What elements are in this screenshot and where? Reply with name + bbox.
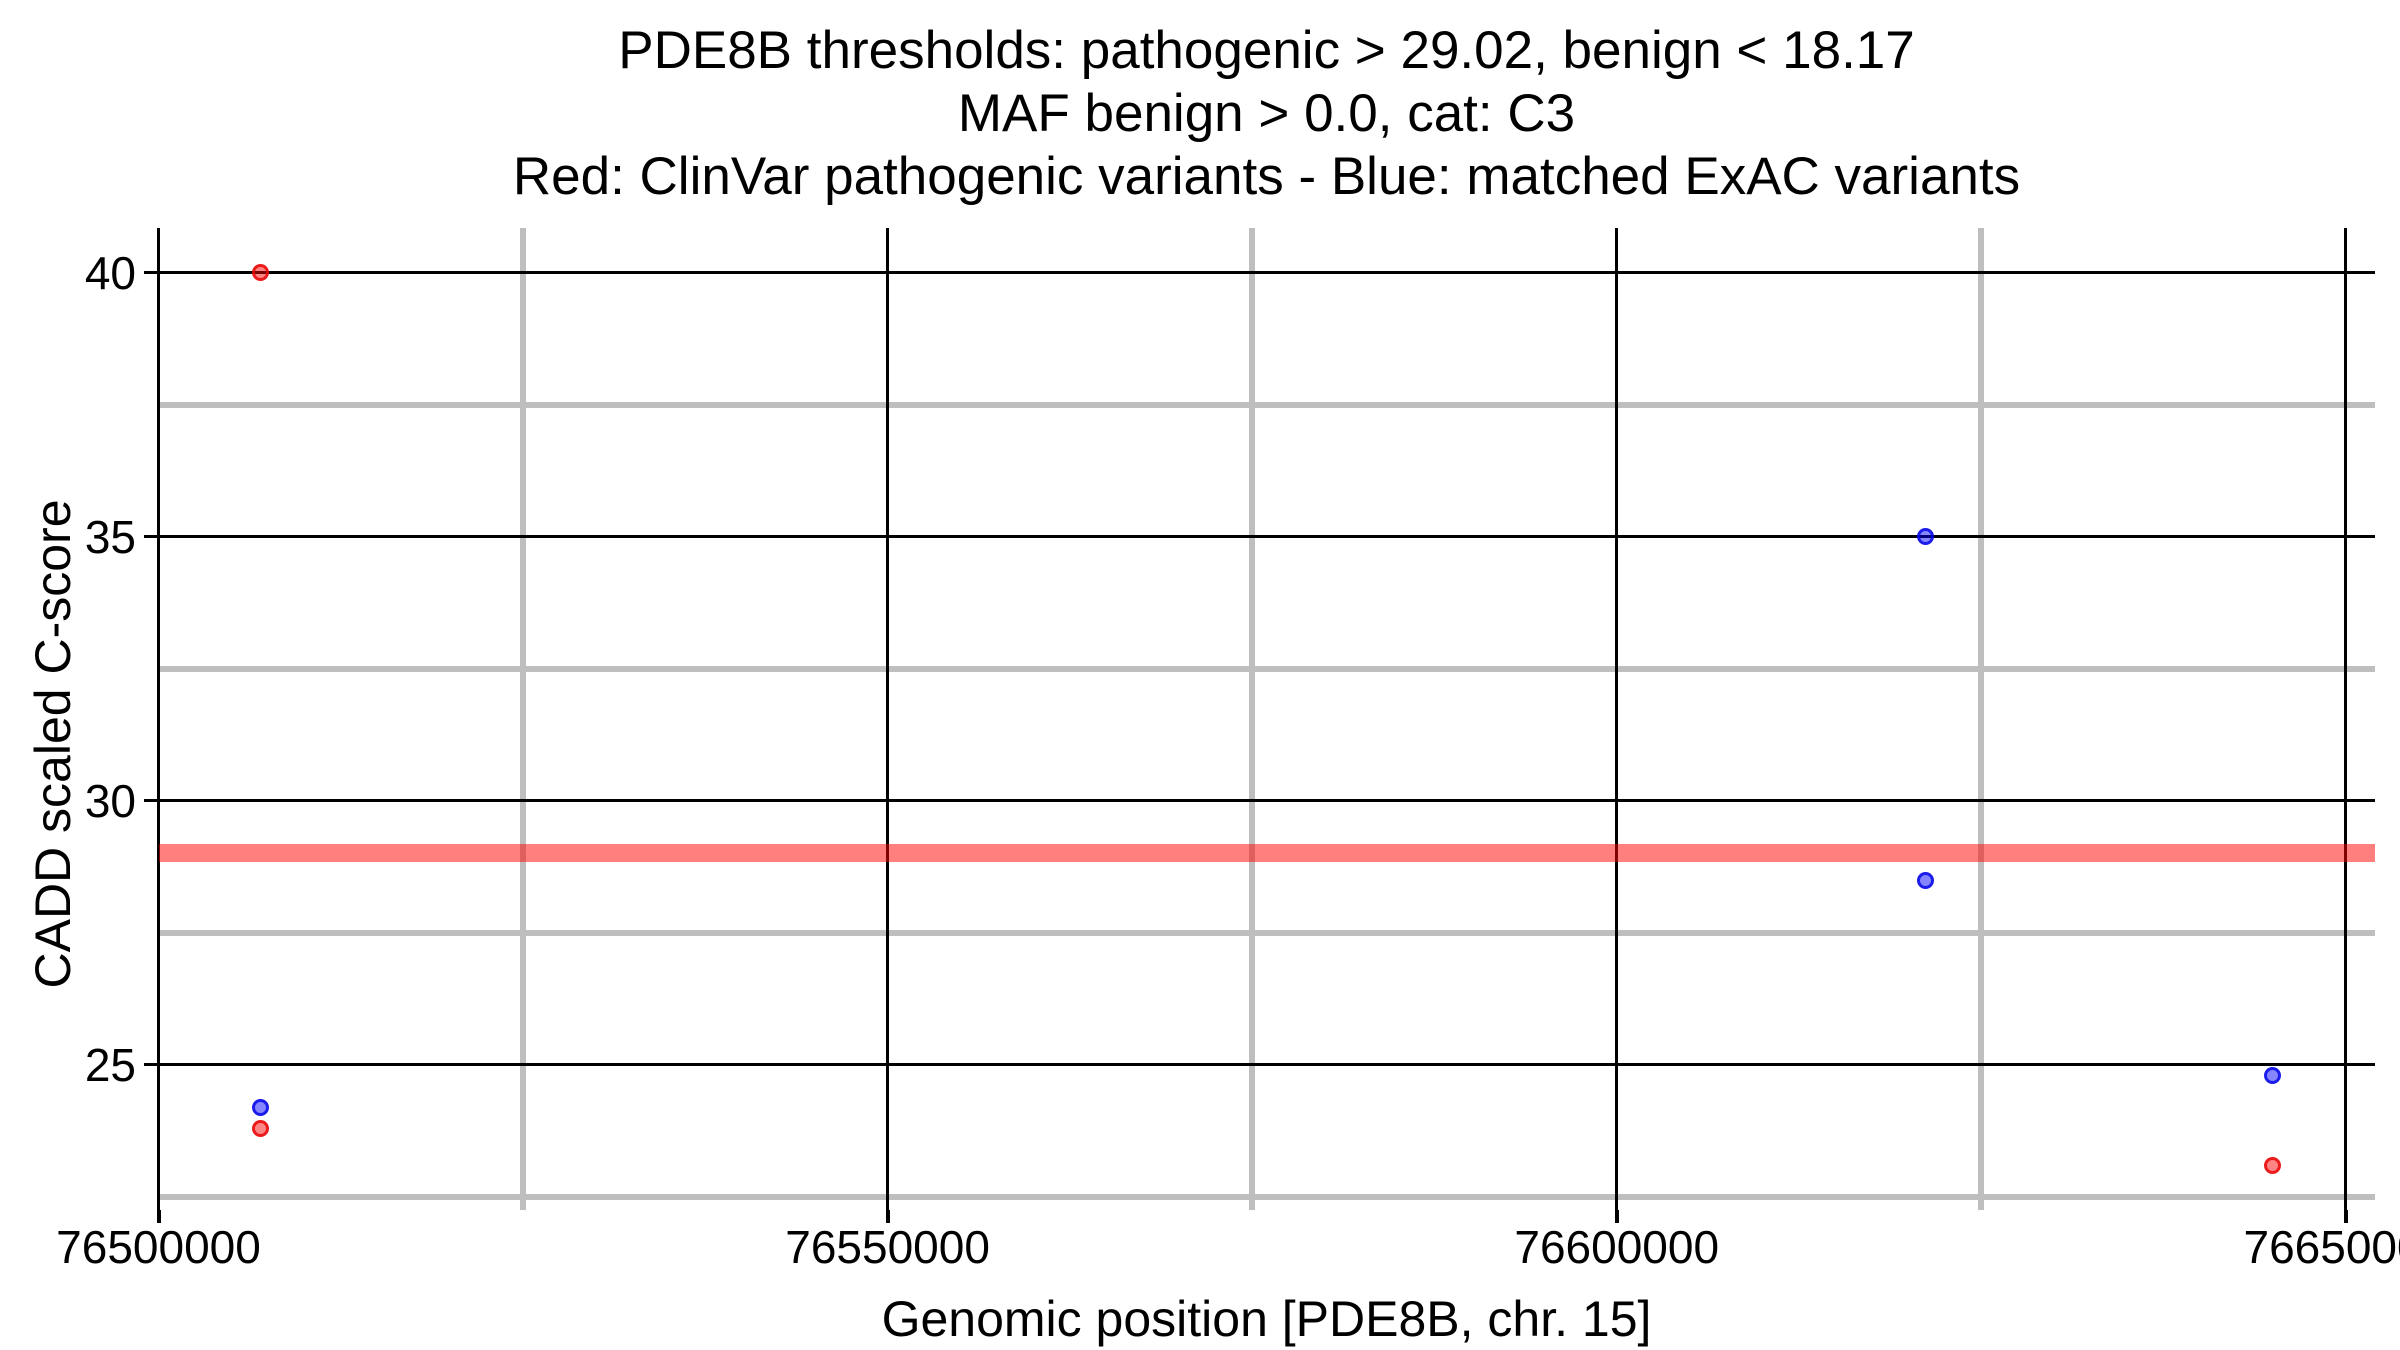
y-tick-label: 40 bbox=[84, 246, 136, 299]
chart-title-line1: PDE8B thresholds: pathogenic > 29.02, be… bbox=[618, 21, 1915, 80]
x-axis-tick bbox=[1614, 1210, 1619, 1223]
major-gridline-horizontal bbox=[158, 1063, 2375, 1067]
scatter-point-blue bbox=[1917, 528, 1935, 546]
y-tick-label: 35 bbox=[84, 510, 136, 563]
minor-gridline-horizontal bbox=[158, 665, 2375, 672]
major-gridline-vertical bbox=[1615, 228, 1619, 1210]
y-tick-label: 25 bbox=[84, 1038, 136, 1091]
scatter-point-red bbox=[252, 1119, 270, 1137]
minor-gridline-horizontal bbox=[158, 401, 2375, 408]
x-tick-label: 76650000 bbox=[2243, 1221, 2400, 1273]
x-tick-label: 76550000 bbox=[785, 1221, 990, 1273]
scatter-point-blue bbox=[1917, 871, 1935, 889]
minor-gridline-vertical bbox=[1978, 228, 1985, 1210]
minor-gridline-horizontal bbox=[158, 1193, 2375, 1200]
major-gridline-vertical bbox=[2344, 228, 2348, 1210]
major-gridline-horizontal bbox=[158, 271, 2375, 275]
scatter-point-red bbox=[2264, 1156, 2282, 1174]
major-gridline-horizontal bbox=[158, 799, 2375, 803]
x-tick-label: 76600000 bbox=[1514, 1221, 1720, 1273]
y-axis-title: CADD scaled C-score bbox=[25, 499, 81, 989]
y-axis-tick bbox=[144, 535, 158, 539]
y-axis-tick bbox=[144, 1063, 158, 1067]
scatter-point-blue bbox=[252, 1098, 270, 1116]
minor-gridline-vertical bbox=[520, 228, 527, 1210]
x-axis-tick bbox=[2343, 1210, 2348, 1223]
scatter-point-red bbox=[252, 264, 270, 282]
scatter-point-blue bbox=[2264, 1066, 2282, 1084]
major-gridline-horizontal bbox=[158, 535, 2375, 539]
x-axis-title: Genomic position [PDE8B, chr. 15] bbox=[881, 1291, 1652, 1347]
major-gridline-vertical bbox=[157, 228, 160, 1210]
pathogenic-threshold-line bbox=[158, 843, 2375, 862]
x-tick-label: 76500000 bbox=[56, 1221, 261, 1273]
chart-title-block: PDE8B thresholds: pathogenic > 29.02, be… bbox=[158, 19, 2375, 208]
minor-gridline-vertical bbox=[1249, 228, 1256, 1210]
y-axis-tick bbox=[144, 799, 158, 803]
x-axis-tick bbox=[885, 1210, 890, 1223]
chart-title-line3: Red: ClinVar pathogenic variants - Blue:… bbox=[512, 147, 2021, 206]
y-tick-label: 30 bbox=[84, 774, 136, 827]
y-axis-tick bbox=[144, 271, 158, 275]
chart-title-line2: MAF benign > 0.0, cat: C3 bbox=[957, 84, 1576, 143]
minor-gridline-horizontal bbox=[158, 929, 2375, 936]
major-gridline-vertical bbox=[886, 228, 890, 1210]
x-axis-tick bbox=[156, 1210, 161, 1223]
